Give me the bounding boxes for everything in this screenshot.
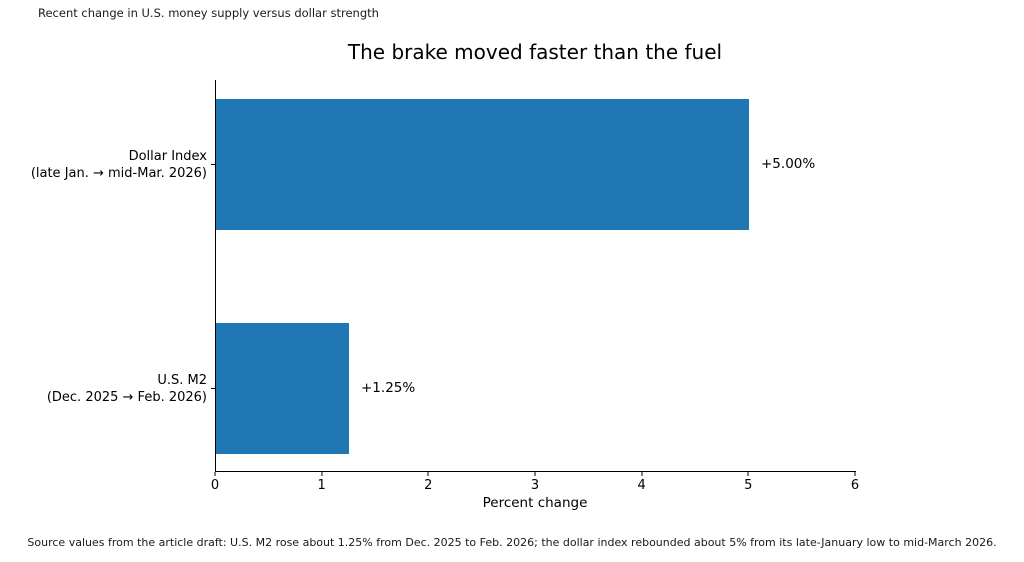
- x-tick-mark: [534, 472, 536, 476]
- x-tick-mark: [854, 472, 856, 476]
- bar-value-label-dollar-index: +5.00%: [761, 156, 816, 172]
- y-category-label-dollar-index: Dollar Index (late Jan. → mid-Mar. 2026): [31, 148, 207, 182]
- bar-value-label-us-m2: +1.25%: [361, 380, 416, 396]
- y-category-line: U.S. M2: [157, 373, 207, 388]
- x-tick-label: 6: [850, 478, 860, 493]
- x-tick-mark: [427, 472, 429, 476]
- plot-area: [215, 80, 856, 472]
- x-tick-mark: [641, 472, 643, 476]
- figure-suptitle: Recent change in U.S. money supply versu…: [38, 6, 379, 20]
- chart-title: The brake moved faster than the fuel: [347, 40, 723, 64]
- x-tick-label: 3: [530, 478, 540, 493]
- x-tick-label: 5: [744, 478, 753, 493]
- x-tick-label: 2: [424, 478, 433, 493]
- source-note: Source values from the article draft: U.…: [27, 536, 997, 549]
- y-tick-mark: [211, 388, 215, 390]
- x-tick-label: 0: [210, 478, 220, 493]
- y-category-line: (Dec. 2025 → Feb. 2026): [46, 390, 207, 405]
- x-axis-title: Percent change: [482, 495, 588, 511]
- x-axis: 0 1 2 3 4 5 6: [211, 472, 859, 496]
- x-tick-mark: [214, 472, 216, 476]
- y-tick-mark: [211, 164, 215, 166]
- y-category-line: Dollar Index: [128, 149, 207, 164]
- x-tick-label: 4: [637, 478, 646, 493]
- x-tick-label: 1: [317, 478, 326, 493]
- x-tick-mark: [747, 472, 749, 476]
- bar-us-m2: [216, 323, 350, 454]
- y-category-label-us-m2: U.S. M2 (Dec. 2025 → Feb. 2026): [47, 372, 207, 406]
- x-tick-mark: [321, 472, 323, 476]
- y-category-line: (late Jan. → mid-Mar. 2026): [30, 166, 207, 181]
- bar-dollar-index: [216, 99, 750, 230]
